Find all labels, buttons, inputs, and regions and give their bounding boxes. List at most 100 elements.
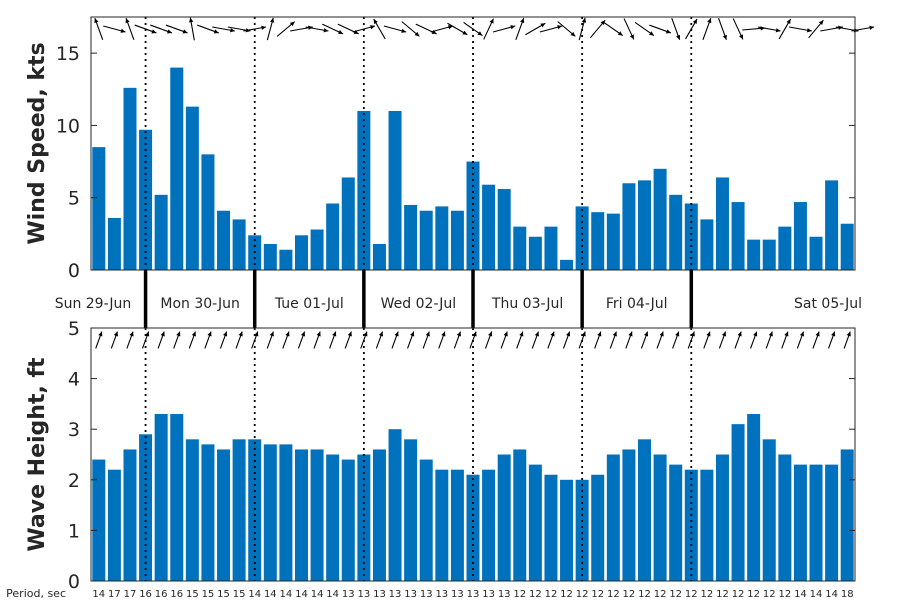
wind-bar xyxy=(92,147,106,270)
wind-bar xyxy=(388,110,402,270)
wave-bar xyxy=(123,449,137,581)
wave-bar xyxy=(435,469,449,581)
wind-bar xyxy=(669,194,683,270)
wind-bar xyxy=(154,194,168,270)
wind-bar xyxy=(450,210,464,270)
wave-direction-arrow-icon xyxy=(282,331,290,349)
wind-direction-arrow-icon xyxy=(778,18,792,40)
wave-direction-arrow-icon xyxy=(562,331,571,349)
wind-direction-arrow-icon xyxy=(103,25,126,33)
wind-direction-arrow-icon xyxy=(212,26,235,33)
period-value: 12 xyxy=(763,589,776,600)
wind-bar xyxy=(544,226,558,270)
wave-direction-arrow-icon xyxy=(235,331,243,349)
wave-bar xyxy=(201,444,215,581)
period-value: 14 xyxy=(248,589,261,600)
wind-bar xyxy=(107,217,121,270)
wave-direction-arrow-icon xyxy=(640,331,649,349)
wave-bar xyxy=(653,454,667,581)
wind-bar xyxy=(294,235,308,270)
wave-bar xyxy=(388,429,402,581)
wave-bar xyxy=(497,454,511,581)
wind-direction-arrow-icon xyxy=(732,18,744,40)
wave-bar xyxy=(232,439,246,581)
wave-direction-arrow-icon xyxy=(781,331,789,349)
wave-bar xyxy=(840,449,854,581)
day-label: Sun 29-Jun xyxy=(55,296,132,312)
wave-bar xyxy=(762,439,776,581)
wind-bar xyxy=(747,239,761,270)
wave-direction-arrow-icon xyxy=(313,331,321,349)
wind-direction-arrow-icon xyxy=(649,24,672,34)
wave-bar xyxy=(809,464,823,581)
wave-bar xyxy=(528,464,542,581)
period-value: 15 xyxy=(233,589,246,600)
wave-direction-arrow-icon xyxy=(375,331,384,349)
wind-bar xyxy=(170,67,184,270)
wind-direction-arrow-icon xyxy=(539,25,563,33)
wind-direction-arrow-icon xyxy=(276,21,296,37)
wave-direction-arrow-icon xyxy=(126,331,134,349)
period-value: 14 xyxy=(311,589,324,600)
wave-direction-arrow-icon xyxy=(828,331,836,349)
wind-bar xyxy=(700,219,714,270)
wind-direction-arrow-icon xyxy=(492,25,516,33)
wave-bar xyxy=(793,464,807,581)
wave-bar xyxy=(263,444,277,581)
wave-bar xyxy=(544,474,558,581)
wave-direction-arrow-icon xyxy=(578,331,586,349)
day-label: Mon 30-Jun xyxy=(160,296,240,312)
wind-bar xyxy=(793,202,807,270)
period-value: 12 xyxy=(732,589,745,600)
wave-direction-arrow-icon xyxy=(687,331,695,349)
wave-bar xyxy=(591,474,605,581)
wind-direction-arrow-icon xyxy=(557,21,576,37)
period-value: 17 xyxy=(108,589,121,600)
period-value: 12 xyxy=(591,589,604,600)
wind-direction-arrow-icon xyxy=(820,25,844,32)
wave-height-panel: 0 1 2 3 4 5 Wave Height, ft xyxy=(25,318,856,593)
wave-direction-arrow-icon xyxy=(251,331,259,349)
period-value: 12 xyxy=(747,589,760,600)
wind-direction-arrow-icon xyxy=(415,23,437,35)
wave-bar xyxy=(107,469,121,581)
period-value: 17 xyxy=(124,589,137,600)
period-value: 12 xyxy=(716,589,729,600)
period-value: 12 xyxy=(654,589,667,600)
wave-bar xyxy=(154,414,168,581)
wave-direction-arrow-icon xyxy=(157,331,165,349)
period-value: 12 xyxy=(701,589,714,600)
wind-bar xyxy=(762,239,776,270)
wind-bar xyxy=(809,236,823,270)
wind-direction-arrow-icon xyxy=(483,18,494,40)
wave-direction-arrow-icon xyxy=(516,331,524,349)
wave-direction-arrow-icon xyxy=(453,331,462,349)
wind-direction-arrow-icon xyxy=(685,18,698,40)
wind-bar xyxy=(341,177,355,270)
period-row: Period, sec 14 17 17 16 16 16 15 15 15 15 14 14 14 14… xyxy=(6,587,853,600)
wind-bar xyxy=(435,206,449,270)
period-value: 14 xyxy=(810,589,823,600)
wave-bar xyxy=(185,439,199,581)
wave-direction-arrow-icon xyxy=(204,331,212,349)
wave-direction-arrow-icon xyxy=(407,331,415,349)
period-value: 13 xyxy=(342,589,355,600)
wave-direction-arrow-icon xyxy=(531,331,539,349)
wave-bar xyxy=(747,414,761,581)
wave-bar xyxy=(731,424,745,581)
period-value: 14 xyxy=(92,589,105,600)
wave-direction-arrow-icon xyxy=(594,331,602,349)
wave-direction-arrow-icon xyxy=(266,331,274,349)
wind-bar xyxy=(513,226,527,270)
wind-direction-arrow-icon xyxy=(94,18,104,40)
wave-direction-arrow-icon xyxy=(344,331,352,349)
period-value: 12 xyxy=(638,589,651,600)
wind-direction-arrow-icon xyxy=(290,25,313,32)
period-value: 14 xyxy=(326,589,339,600)
wind-bar xyxy=(606,213,620,270)
wave-bar xyxy=(513,449,527,581)
wind-direction-arrow-icon xyxy=(134,24,157,34)
wind-direction-arrow-icon xyxy=(623,18,635,40)
wave-ytick-label: 3 xyxy=(68,419,80,441)
